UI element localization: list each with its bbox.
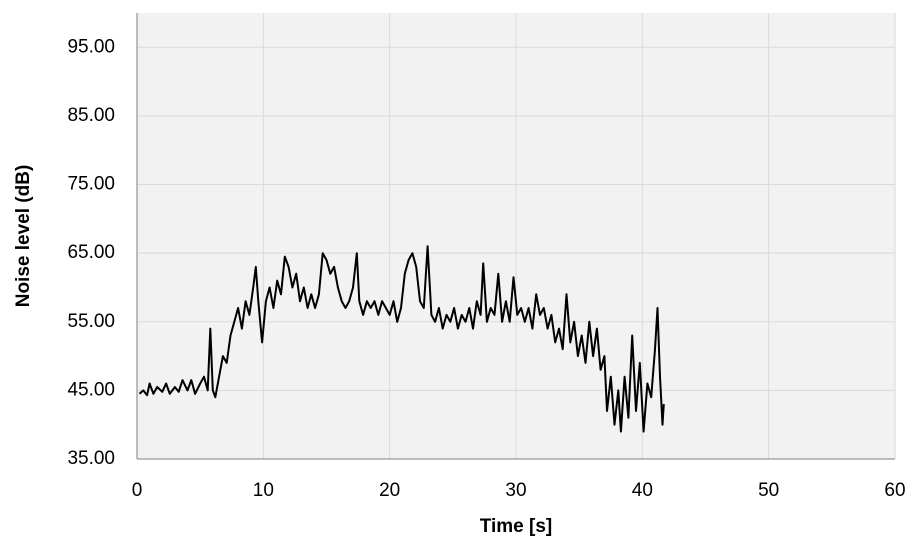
x-tick-label: 0	[132, 480, 143, 501]
y-tick-label: 65.00	[67, 242, 115, 263]
x-tick-label: 60	[884, 480, 905, 501]
y-tick-label: 55.00	[67, 311, 115, 332]
data-line	[138, 245, 665, 433]
y-tick-label: 85.00	[67, 105, 115, 126]
y-tick-label: 95.00	[67, 36, 115, 57]
y-axis-title: Noise level (dB)	[13, 165, 34, 308]
x-tick-label: 40	[632, 480, 653, 501]
y-tick-label: 45.00	[67, 379, 115, 400]
x-tick-label: 20	[379, 480, 400, 501]
x-tick-label: 30	[505, 480, 526, 501]
x-tick-label: 50	[758, 480, 779, 501]
y-tick-label: 75.00	[67, 174, 115, 195]
x-axis-title: Time [s]	[480, 516, 553, 537]
y-tick-label: 35.00	[67, 448, 115, 469]
x-tick-label: 10	[253, 480, 274, 501]
